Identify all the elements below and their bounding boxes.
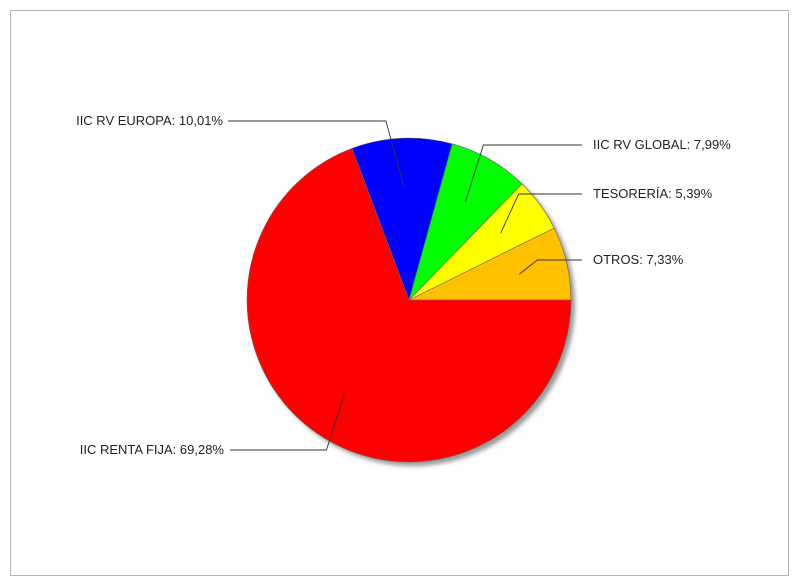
leader-line-tesoreria [500, 193, 582, 234]
pie-slice-iic-rv-europa [351, 137, 453, 301]
label-leader-lines [228, 120, 582, 451]
slice-label-iic-renta-fija: IIC RENTA FIJA: 69,28% [80, 442, 225, 457]
pie-slice-iic-renta-fija [246, 147, 572, 463]
slice-label-iic-rv-global: IIC RV GLOBAL: 7,99% [593, 137, 731, 152]
leader-line-otros [519, 259, 582, 275]
pie-slices [246, 137, 572, 463]
slice-label-otros: OTROS: 7,33% [593, 252, 684, 267]
leader-line-iic-rv-global [464, 144, 582, 202]
leader-line-iic-renta-fija [230, 393, 345, 451]
leader-line-iic-rv-europa [228, 120, 405, 187]
slice-label-tesoreria: TESORERÍA: 5,39% [593, 186, 713, 201]
slice-label-iic-rv-europa: IIC RV EUROPA: 10,01% [76, 113, 223, 128]
slice-labels: OTROS: 7,33% TESORERÍA: 5,39% IIC RV GLOBA… [76, 113, 731, 457]
